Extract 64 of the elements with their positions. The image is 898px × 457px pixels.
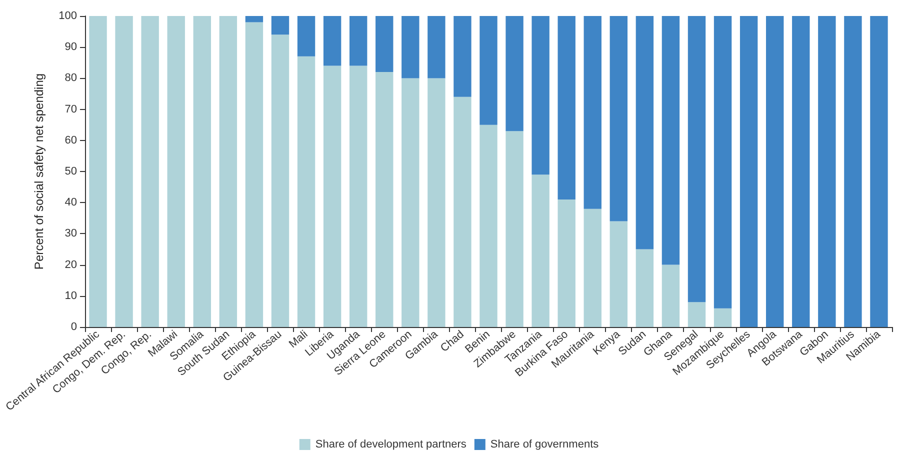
y-tick-label: 0 bbox=[70, 321, 77, 333]
bar bbox=[558, 16, 576, 200]
bar bbox=[532, 16, 550, 175]
bar bbox=[506, 131, 524, 327]
y-tick-label: 30 bbox=[64, 228, 77, 240]
bar bbox=[376, 16, 394, 72]
y-tick-label: 70 bbox=[64, 103, 77, 116]
bar bbox=[558, 199, 576, 327]
bar bbox=[454, 96, 472, 327]
bar bbox=[245, 16, 264, 22]
bar bbox=[271, 16, 290, 35]
bar bbox=[610, 16, 628, 222]
bar bbox=[193, 16, 211, 327]
bar bbox=[323, 66, 342, 327]
y-tick-label: 60 bbox=[64, 134, 77, 146]
bar bbox=[89, 16, 107, 327]
bar bbox=[506, 16, 524, 132]
bar bbox=[402, 78, 420, 327]
bar bbox=[480, 124, 498, 327]
bar bbox=[428, 16, 446, 78]
y-tick-label: 80 bbox=[64, 72, 77, 84]
bar bbox=[584, 208, 602, 327]
y-tick-label: 40 bbox=[64, 196, 77, 209]
y-tick-label: 90 bbox=[64, 41, 77, 54]
bar bbox=[610, 221, 628, 327]
bar bbox=[245, 22, 264, 327]
y-tick-label: 10 bbox=[64, 290, 77, 302]
bar bbox=[402, 16, 420, 78]
y-axis-title: Percent of social safety net spending bbox=[32, 73, 46, 270]
bar bbox=[376, 72, 394, 327]
bar bbox=[349, 66, 368, 327]
bar bbox=[480, 16, 498, 125]
bar bbox=[792, 16, 810, 327]
bar bbox=[428, 78, 446, 327]
bar bbox=[349, 16, 368, 66]
bar bbox=[271, 34, 290, 327]
bar bbox=[219, 16, 238, 327]
bar bbox=[141, 16, 159, 327]
bar bbox=[636, 16, 654, 250]
bar bbox=[297, 56, 316, 327]
bar bbox=[662, 264, 680, 327]
bar bbox=[297, 16, 316, 56]
bar bbox=[532, 174, 550, 327]
bar bbox=[584, 16, 602, 209]
y-tick-label: 20 bbox=[64, 258, 77, 271]
bar bbox=[167, 16, 185, 327]
bar bbox=[636, 249, 654, 327]
bar bbox=[766, 16, 784, 327]
y-tick-label: 50 bbox=[64, 166, 77, 178]
bar bbox=[714, 308, 732, 327]
legend-label: Share of development partners bbox=[315, 438, 467, 450]
bar bbox=[662, 16, 680, 265]
bar bbox=[688, 302, 706, 327]
bar bbox=[818, 16, 836, 327]
bar bbox=[688, 16, 706, 302]
y-tick-label: 100 bbox=[58, 10, 77, 22]
bar bbox=[323, 16, 342, 66]
bar bbox=[454, 16, 472, 97]
bar bbox=[115, 16, 133, 327]
bar bbox=[870, 16, 888, 327]
bar bbox=[740, 16, 758, 327]
bar bbox=[714, 16, 732, 308]
bar bbox=[844, 16, 862, 327]
legend-label: Share of governments bbox=[490, 438, 600, 450]
